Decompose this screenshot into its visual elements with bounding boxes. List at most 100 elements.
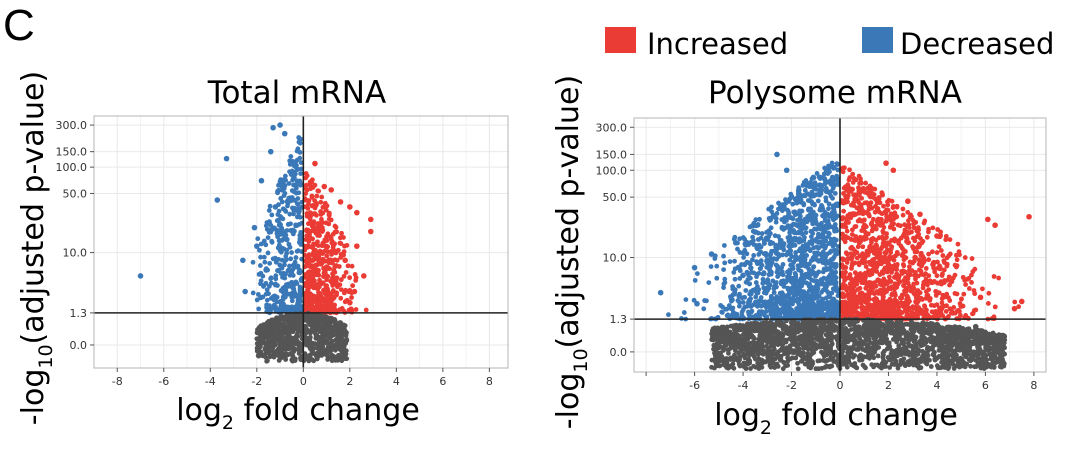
cloud-point <box>867 192 872 198</box>
cloud-point <box>939 300 945 306</box>
cloud-point <box>826 201 832 207</box>
cloud-point <box>737 236 743 242</box>
data-point <box>333 249 339 256</box>
data-point <box>251 224 258 231</box>
x-tick-label: 4 <box>393 375 400 388</box>
cloud-point <box>817 207 823 213</box>
cloud-point <box>779 269 785 275</box>
cloud-point <box>265 235 271 241</box>
cloud-point <box>797 236 803 242</box>
cloud-point <box>780 306 786 312</box>
cloud-point <box>822 229 828 234</box>
cloud-point <box>878 287 883 293</box>
cloud-point <box>924 234 930 240</box>
cloud-point <box>808 234 814 240</box>
cloud-point <box>888 224 893 230</box>
cloud-point <box>721 285 726 290</box>
cloud-point <box>721 243 727 248</box>
cloud-point <box>841 190 846 196</box>
cloud-point <box>283 290 289 295</box>
cloud-point <box>298 229 304 235</box>
point-cloud <box>666 160 1022 372</box>
cloud-point <box>320 204 326 210</box>
cloud-point <box>946 295 951 301</box>
cloud-point <box>295 324 300 330</box>
cloud-point <box>818 277 824 283</box>
cloud-point <box>881 276 887 282</box>
cloud-point <box>869 220 875 226</box>
cloud-point <box>332 357 338 363</box>
cloud-point <box>287 263 292 269</box>
cloud-point <box>283 338 288 344</box>
cloud-point <box>304 255 310 261</box>
cloud-point <box>353 307 359 312</box>
cloud-point <box>774 284 779 290</box>
cloud-point <box>926 251 932 257</box>
cloud-point <box>787 291 792 297</box>
cloud-point <box>718 303 724 308</box>
cloud-point <box>879 261 884 267</box>
cloud-point <box>1016 304 1022 310</box>
data-point <box>342 329 348 335</box>
cloud-point <box>269 318 274 324</box>
cloud-point <box>293 159 299 165</box>
cloud-point <box>809 312 815 318</box>
cloud-point <box>740 300 746 305</box>
cloud-point <box>877 253 883 259</box>
cloud-point <box>275 190 280 196</box>
cloud-point <box>276 323 282 329</box>
cloud-point <box>297 286 303 292</box>
cloud-point <box>732 258 737 264</box>
cloud-point <box>273 304 278 310</box>
cloud-point <box>947 237 953 242</box>
cloud-point <box>307 334 313 340</box>
x-tick-label: 0 <box>300 375 307 388</box>
data-point <box>321 335 328 341</box>
cloud-point <box>746 272 751 278</box>
cloud-point <box>308 183 314 189</box>
cloud-point <box>847 286 853 292</box>
cloud-point <box>751 220 757 226</box>
cloud-point <box>860 244 866 250</box>
cloud-point <box>309 194 315 200</box>
cloud-point <box>851 192 857 198</box>
cloud-point <box>911 225 917 231</box>
cloud-point <box>801 201 806 206</box>
cloud-point <box>317 248 323 254</box>
cloud-point <box>865 298 871 304</box>
cloud-point <box>332 345 338 351</box>
cloud-point <box>328 291 334 297</box>
cloud-point <box>332 264 338 270</box>
cloud-point <box>267 335 273 341</box>
cloud-point <box>889 238 894 243</box>
cloud-point <box>835 162 840 167</box>
cloud-point <box>280 206 286 212</box>
cloud-point <box>936 244 942 250</box>
cloud-point <box>306 269 311 275</box>
series-decreased <box>137 122 288 295</box>
cloud-point <box>307 235 313 240</box>
cloud-point <box>776 295 782 301</box>
cloud-point <box>792 222 798 227</box>
cloud-point <box>969 280 974 285</box>
cloud-point <box>765 237 771 243</box>
cloud-point <box>870 286 876 292</box>
cloud-point <box>835 167 841 173</box>
cloud-point <box>893 284 899 289</box>
data-point <box>254 243 260 249</box>
cloud-point <box>952 262 958 268</box>
cloud-point <box>815 198 821 204</box>
cloud-point <box>850 180 856 185</box>
cloud-point <box>810 237 815 243</box>
cloud-point <box>922 218 928 224</box>
cloud-point <box>865 211 871 217</box>
cloud-point <box>761 290 767 296</box>
cloud-point <box>792 235 797 241</box>
cloud-point <box>286 346 292 352</box>
cloud-point <box>779 265 785 271</box>
cloud-point <box>294 281 300 286</box>
cloud-point <box>793 253 799 259</box>
cloud-point <box>737 300 742 305</box>
cloud-point <box>330 283 336 288</box>
cloud-point <box>921 314 927 319</box>
